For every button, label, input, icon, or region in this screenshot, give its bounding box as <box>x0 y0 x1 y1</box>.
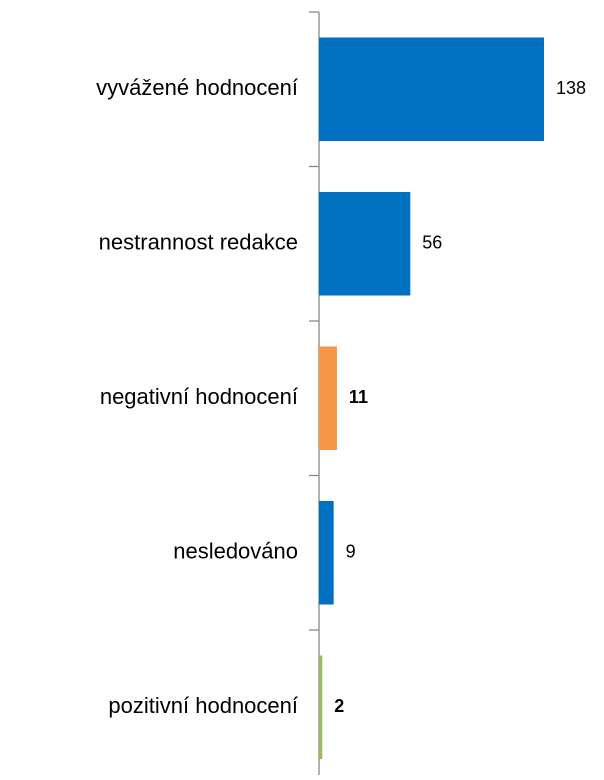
data-label: 2 <box>334 696 344 716</box>
bar <box>319 191 411 296</box>
bar <box>319 346 337 451</box>
bar <box>319 37 544 142</box>
category-label: nesledováno <box>173 539 298 564</box>
data-label: 11 <box>349 387 368 407</box>
data-label: 56 <box>422 233 442 253</box>
category-label: pozitivní hodnocení <box>108 693 298 718</box>
category-label: negativní hodnocení <box>100 384 298 409</box>
bar <box>319 500 334 605</box>
bar <box>319 655 323 760</box>
category-label: vyvážené hodnocení <box>96 75 298 100</box>
data-label: 9 <box>346 542 356 562</box>
category-label: nestrannost redakce <box>99 230 298 255</box>
data-label: 138 <box>556 78 586 98</box>
